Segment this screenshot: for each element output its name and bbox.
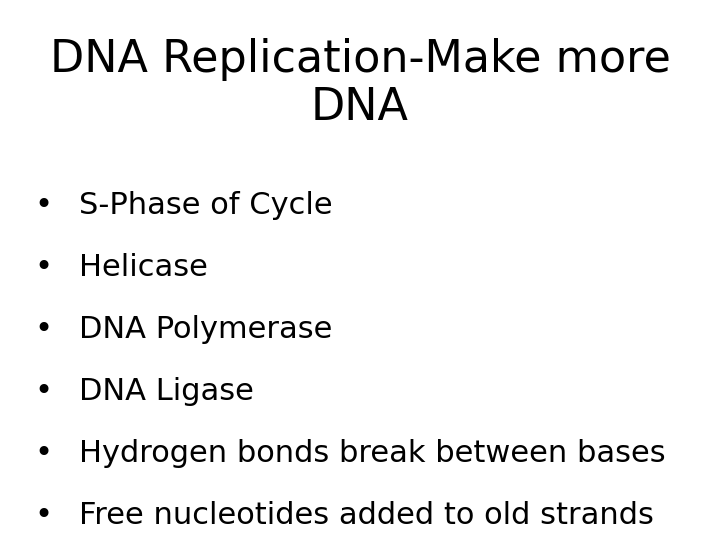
Text: DNA Polymerase: DNA Polymerase (79, 315, 333, 344)
Text: Free nucleotides added to old strands: Free nucleotides added to old strands (79, 501, 654, 530)
Text: Hydrogen bonds break between bases: Hydrogen bonds break between bases (79, 439, 666, 468)
Text: •: • (34, 253, 53, 282)
Text: DNA Replication-Make more
DNA: DNA Replication-Make more DNA (50, 38, 670, 129)
Text: •: • (34, 501, 53, 530)
Text: •: • (34, 439, 53, 468)
Text: DNA Ligase: DNA Ligase (79, 377, 254, 406)
Text: •: • (34, 191, 53, 220)
Text: S-Phase of Cycle: S-Phase of Cycle (79, 191, 333, 220)
Text: Helicase: Helicase (79, 253, 208, 282)
Text: •: • (34, 377, 53, 406)
Text: •: • (34, 315, 53, 344)
